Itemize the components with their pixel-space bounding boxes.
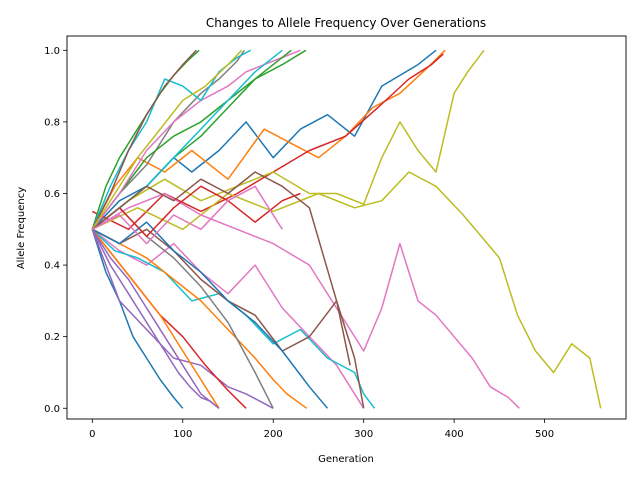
y-tick-label: 0.8 [44,117,60,128]
x-tick-label: 0 [89,429,95,440]
series-line-29 [91,171,351,366]
y-axis-label: Allele Frequency [16,187,27,269]
y-tick-label: 1.0 [44,46,60,57]
series-line-21 [91,49,243,230]
series-line-20 [91,49,197,230]
y-tick-label: 0.6 [44,189,60,200]
x-tick-label: 200 [264,429,283,440]
series-line-15 [91,229,274,409]
series-line-11 [91,228,220,409]
chart-title: Changes to Allele Frequency Over Generat… [206,16,486,30]
x-tick-label: 500 [535,429,554,440]
y-axis: 0.0 0.2 0.4 0.6 0.8 1.0 [44,46,67,415]
series-line-26 [91,228,220,409]
x-tick-label: 100 [173,429,192,440]
series-line-22 [91,221,329,409]
series-line-17 [91,49,301,230]
series-line-6 [91,192,520,409]
series-line-23 [91,228,220,409]
series-line-2 [91,49,446,230]
series-line-3 [91,53,444,231]
series-line-16 [91,49,307,230]
series-line-14 [91,228,308,409]
plot-frame [66,35,627,420]
series-line-28 [91,185,301,238]
y-tick-label: 0.2 [44,332,60,343]
y-tick-label: 0.0 [44,404,60,415]
series-line-7 [91,228,365,409]
x-tick-label: 400 [445,429,464,440]
x-axis: 0 100 200 300 400 500 [89,419,554,440]
series-line-30 [91,185,283,245]
x-axis-label: Generation [318,454,374,465]
series-line-13 [91,229,184,409]
series-line-4 [91,49,485,230]
series-layer [91,49,602,409]
y-tick-label: 0.4 [44,261,60,272]
x-tick-label: 300 [354,429,373,440]
